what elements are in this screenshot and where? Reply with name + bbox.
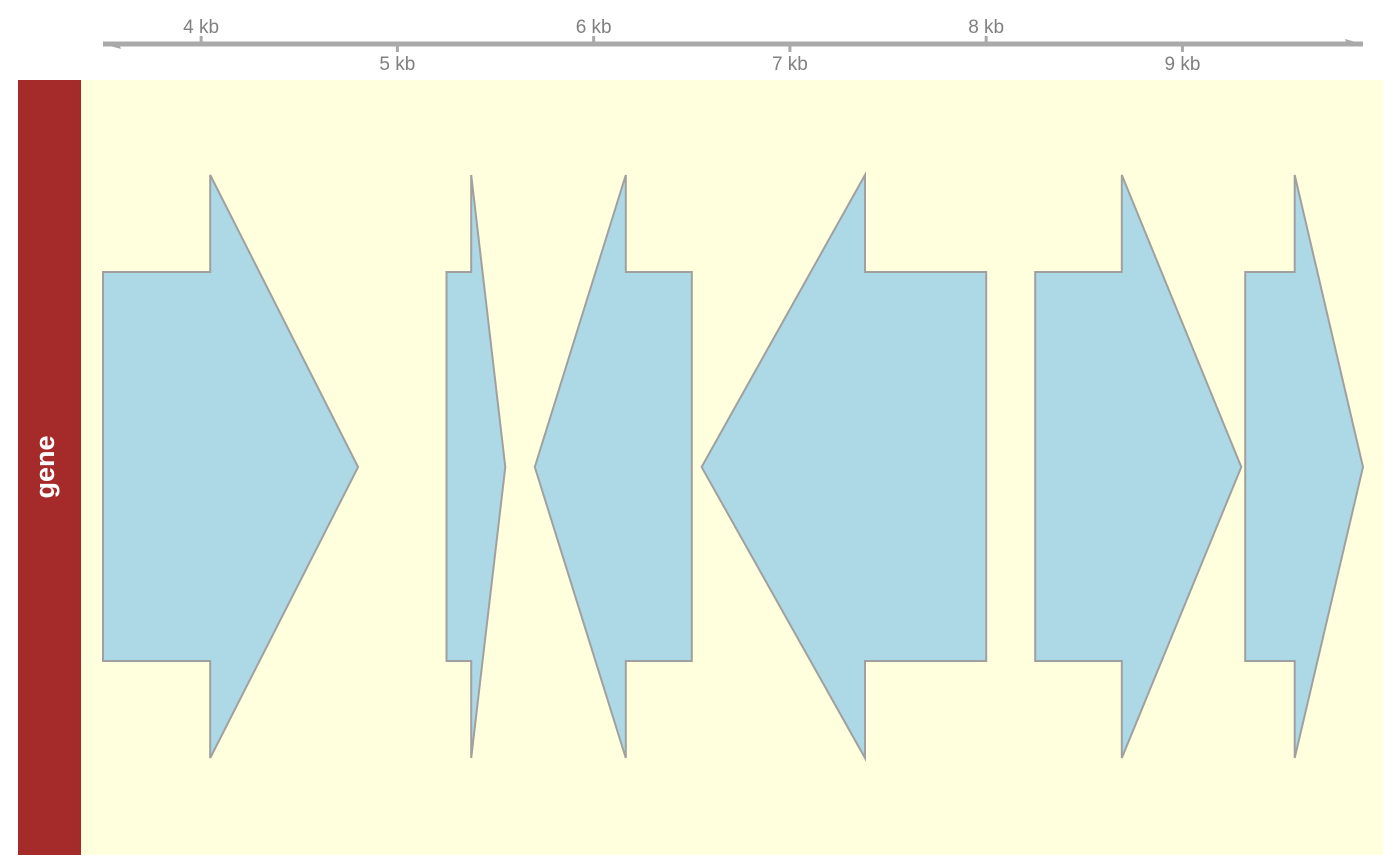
track-title-panel: gene bbox=[18, 80, 81, 855]
genome-axis: 4 kb 5 kb 6 kb 7 kb 8 kb 9 kb bbox=[103, 17, 1363, 75]
gene-features bbox=[102, 171, 1365, 762]
track-title-background bbox=[18, 80, 81, 855]
axis-arrow-right bbox=[1345, 39, 1363, 44]
axis-tick-label: 7 kb bbox=[772, 54, 808, 75]
axis-tick-label: 4 kb bbox=[183, 17, 219, 38]
axis-tick-label: 9 kb bbox=[1164, 54, 1200, 75]
gene-arrow bbox=[445, 174, 507, 759]
track-title: gene bbox=[30, 435, 60, 498]
gene-arrow bbox=[1034, 174, 1243, 759]
axis-ticks: 4 kb 5 kb 6 kb 7 kb 8 kb 9 kb bbox=[183, 17, 1200, 75]
gene-arrow bbox=[533, 174, 693, 759]
gene-arrow bbox=[1244, 174, 1365, 759]
axis-tick-label: 8 kb bbox=[968, 17, 1004, 38]
gene-arrow bbox=[102, 174, 360, 759]
gene-arrow bbox=[700, 171, 988, 762]
axis-tick-label: 5 kb bbox=[379, 54, 415, 75]
axis-arrow-left bbox=[103, 44, 121, 49]
axis-tick-label: 6 kb bbox=[576, 17, 612, 38]
